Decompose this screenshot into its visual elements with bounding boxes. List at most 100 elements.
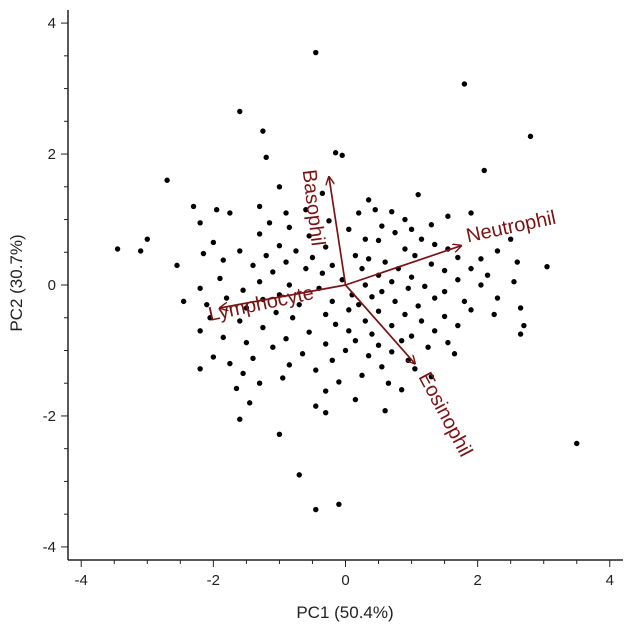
data-point [418,318,425,324]
data-point [339,277,345,283]
data-point [398,337,405,344]
loading-label-basophil: Basophil [298,168,329,247]
data-point [280,375,286,381]
data-point [263,252,269,259]
data-point [346,328,352,334]
data-point [289,315,296,321]
y-tick-label: 2 [48,146,56,163]
data-point [313,506,319,513]
data-point [431,295,438,301]
data-point [306,329,312,335]
loading-arrow-eosinophil [344,284,415,364]
data-point [507,236,514,242]
data-point [322,311,329,318]
data-point [352,396,359,403]
data-point [484,272,491,278]
data-point [455,254,461,261]
data-point [517,305,524,311]
data-point [445,213,451,219]
data-point [213,207,220,213]
x-tick-label: 2 [473,572,481,589]
axes-layer: -4 -2 0 2 4 -4 -2 0 2 4 [43,10,623,589]
data-point [511,279,517,285]
x-tick-label: 4 [606,572,614,589]
data-point [114,246,121,252]
data-point [144,236,150,242]
data-point [210,354,217,360]
data-point [197,285,203,291]
data-point [237,416,243,422]
data-point [468,210,474,216]
loading-arrow-lymphocyte [220,284,346,308]
data-point [313,367,319,373]
data-point [369,294,375,300]
data-point [283,210,289,216]
data-point [428,222,435,228]
data-point [375,237,382,244]
data-point [389,279,395,285]
data-point [468,265,474,272]
data-point [303,207,309,213]
data-point [392,229,398,236]
data-point [217,275,223,282]
data-point [379,288,385,295]
data-point [332,321,339,327]
data-point [369,331,375,337]
data-point [174,262,180,269]
data-point [243,305,250,311]
data-point [220,257,226,263]
data-point [306,233,312,239]
data-point [329,298,335,305]
data-point [260,324,266,331]
data-point [385,380,392,386]
data-point [322,244,329,250]
y-axis-title: PC2 (30.7%) [7,234,26,331]
data-point [296,301,302,308]
data-point [270,344,276,350]
data-point [408,274,415,280]
data-point [468,307,474,313]
y-tick-label: -2 [43,408,56,425]
data-point [478,282,484,288]
data-point [296,472,302,478]
data-point [190,203,197,210]
data-point [365,353,372,359]
data-point [180,298,187,305]
data-point [303,265,309,272]
data-point [375,342,382,348]
data-point [514,259,520,265]
data-point [408,333,415,339]
data-point [237,108,243,115]
data-point [246,400,253,406]
data-point [408,226,415,233]
data-point [441,267,448,274]
data-point [250,355,256,362]
data-point [250,262,256,269]
data-point [276,184,283,190]
y-tick-label: 0 [48,277,56,294]
data-point [326,218,332,224]
data-point [356,301,362,308]
data-point [356,210,362,216]
data-point [260,128,266,134]
data-point [428,373,435,380]
loading-label-lymphocyte: Lymphocyte [207,282,316,326]
data-point [415,191,421,198]
data-point [276,243,283,249]
data-point [405,285,411,291]
data-point [365,256,372,262]
data-point [329,262,335,269]
data-point [137,248,144,254]
data-point [270,269,276,275]
data-point [527,133,534,140]
data-point [428,261,435,267]
data-point [283,335,289,342]
data-point [256,279,263,285]
data-point [412,252,418,259]
data-point [494,295,501,301]
data-point [441,288,448,295]
data-point [478,256,484,262]
data-point [398,387,405,393]
data-point [313,49,319,56]
